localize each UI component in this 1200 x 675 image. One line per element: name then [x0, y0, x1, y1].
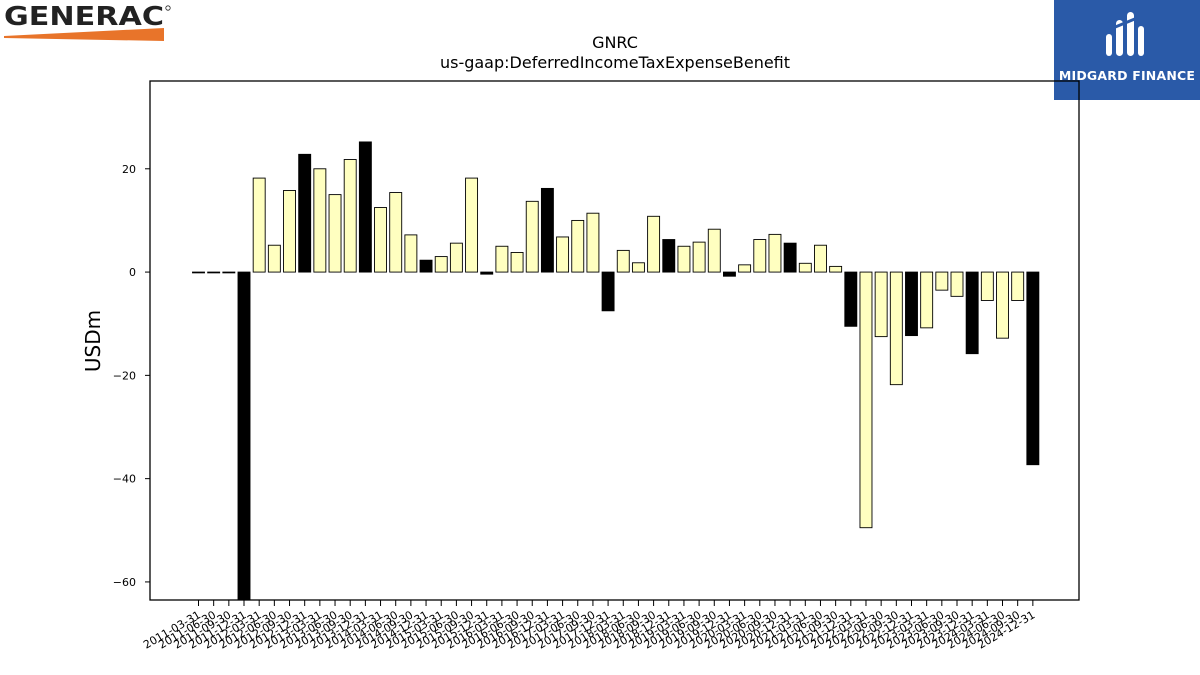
- midgard-finance-emblem: [1106, 12, 1144, 56]
- bar-2015-06-30: [449, 242, 463, 273]
- bar-2014-12-31: [419, 259, 433, 273]
- x-axis-ticks: 2011-03-312011-06-302011-09-302011-12-31…: [141, 600, 1037, 652]
- bar-2012-12-31: [298, 153, 312, 273]
- bar-2021-09-30: [829, 265, 843, 273]
- midgard-finance-logo: MIDGARD FINANCE: [1054, 0, 1200, 100]
- bar-2014-03-31: [374, 207, 387, 273]
- bar-2022-06-30: [874, 271, 888, 338]
- bar-2014-09-30: [404, 234, 418, 273]
- bar-2019-09-30: [707, 228, 721, 273]
- bar-2020-03-31: [738, 264, 752, 273]
- bar-2018-09-30: [647, 215, 661, 273]
- generac-logo-text: GENERAC: [4, 2, 164, 32]
- chart-subtitle: us-gaap:DeferredIncomeTaxExpenseBenefit: [440, 53, 790, 72]
- bar-2024-12-31: [1026, 271, 1040, 466]
- bar-2019-12-31: [723, 271, 736, 277]
- bar-2017-06-30: [571, 219, 585, 273]
- bar-2024-09-30: [1011, 271, 1025, 301]
- bar-2017-03-31: [556, 236, 570, 273]
- bar-2011-03-31: [192, 271, 205, 274]
- bar-2018-06-30: [631, 262, 645, 273]
- bar-2018-03-31: [616, 249, 630, 273]
- bar-2013-06-30: [328, 194, 342, 273]
- bar-2016-12-31: [540, 187, 554, 273]
- generac-logo-swoosh: [4, 28, 164, 41]
- registered-mark-icon: [165, 5, 171, 11]
- bar-2016-09-30: [525, 200, 539, 273]
- bar-2015-12-31: [480, 271, 494, 275]
- y-axis-ticks: −60 −40 −20 0 20: [113, 163, 150, 589]
- bar-2019-06-30: [692, 241, 706, 273]
- y-tick-label: −40: [113, 473, 136, 486]
- y-tick-label: −20: [113, 369, 136, 382]
- midgard-finance-text: MIDGARD FINANCE: [1058, 68, 1196, 83]
- bar-2023-06-30: [935, 271, 949, 291]
- bar-2024-06-30: [996, 271, 1009, 339]
- bar-2011-09-30: [222, 271, 236, 274]
- y-tick-label: 20: [122, 163, 136, 176]
- y-tick-label: −60: [113, 576, 136, 589]
- generac-logo: GENERAC: [0, 0, 175, 45]
- bar-2024-03-31: [980, 271, 994, 301]
- bar-2020-09-30: [768, 233, 782, 273]
- bar-2021-03-31: [798, 262, 812, 273]
- bar-2023-09-30: [950, 271, 964, 297]
- bar-2021-06-30: [814, 244, 827, 273]
- bar-2016-06-30: [510, 252, 524, 273]
- bar-2015-03-31: [434, 256, 448, 273]
- bar-2023-12-31: [965, 271, 979, 355]
- bar-2022-03-31: [859, 271, 873, 529]
- bar-2013-12-31: [358, 141, 372, 273]
- y-tick-label: 0: [129, 266, 136, 279]
- bar-2013-03-31: [313, 168, 327, 273]
- bar-2022-09-30: [889, 271, 903, 386]
- chart-title: GNRC: [592, 33, 638, 52]
- bar-2019-03-31: [677, 245, 691, 273]
- bar-2016-03-31: [495, 245, 509, 273]
- bars: [192, 141, 1040, 601]
- bar-2013-09-30: [343, 159, 357, 273]
- bar-2011-06-30: [207, 271, 221, 274]
- bar-2011-12-31: [237, 271, 251, 601]
- bar-2018-12-31: [662, 239, 676, 273]
- bar-2014-06-30: [389, 192, 403, 273]
- bar-2012-03-31: [252, 177, 266, 273]
- bar-2012-09-30: [283, 190, 296, 273]
- bar-2017-12-31: [601, 271, 615, 312]
- plot-frame: [149, 80, 1080, 601]
- bar-2015-09-30: [465, 177, 479, 273]
- bar-2020-06-30: [753, 239, 767, 273]
- bar-2020-12-31: [783, 242, 797, 273]
- bar-2023-03-31: [920, 271, 934, 329]
- bar-2022-12-31: [905, 271, 918, 337]
- bar-2021-12-31: [844, 271, 858, 327]
- y-axis-label: USDm: [81, 310, 105, 372]
- bar-2017-09-30: [586, 212, 600, 273]
- bar-2012-06-30: [267, 244, 281, 273]
